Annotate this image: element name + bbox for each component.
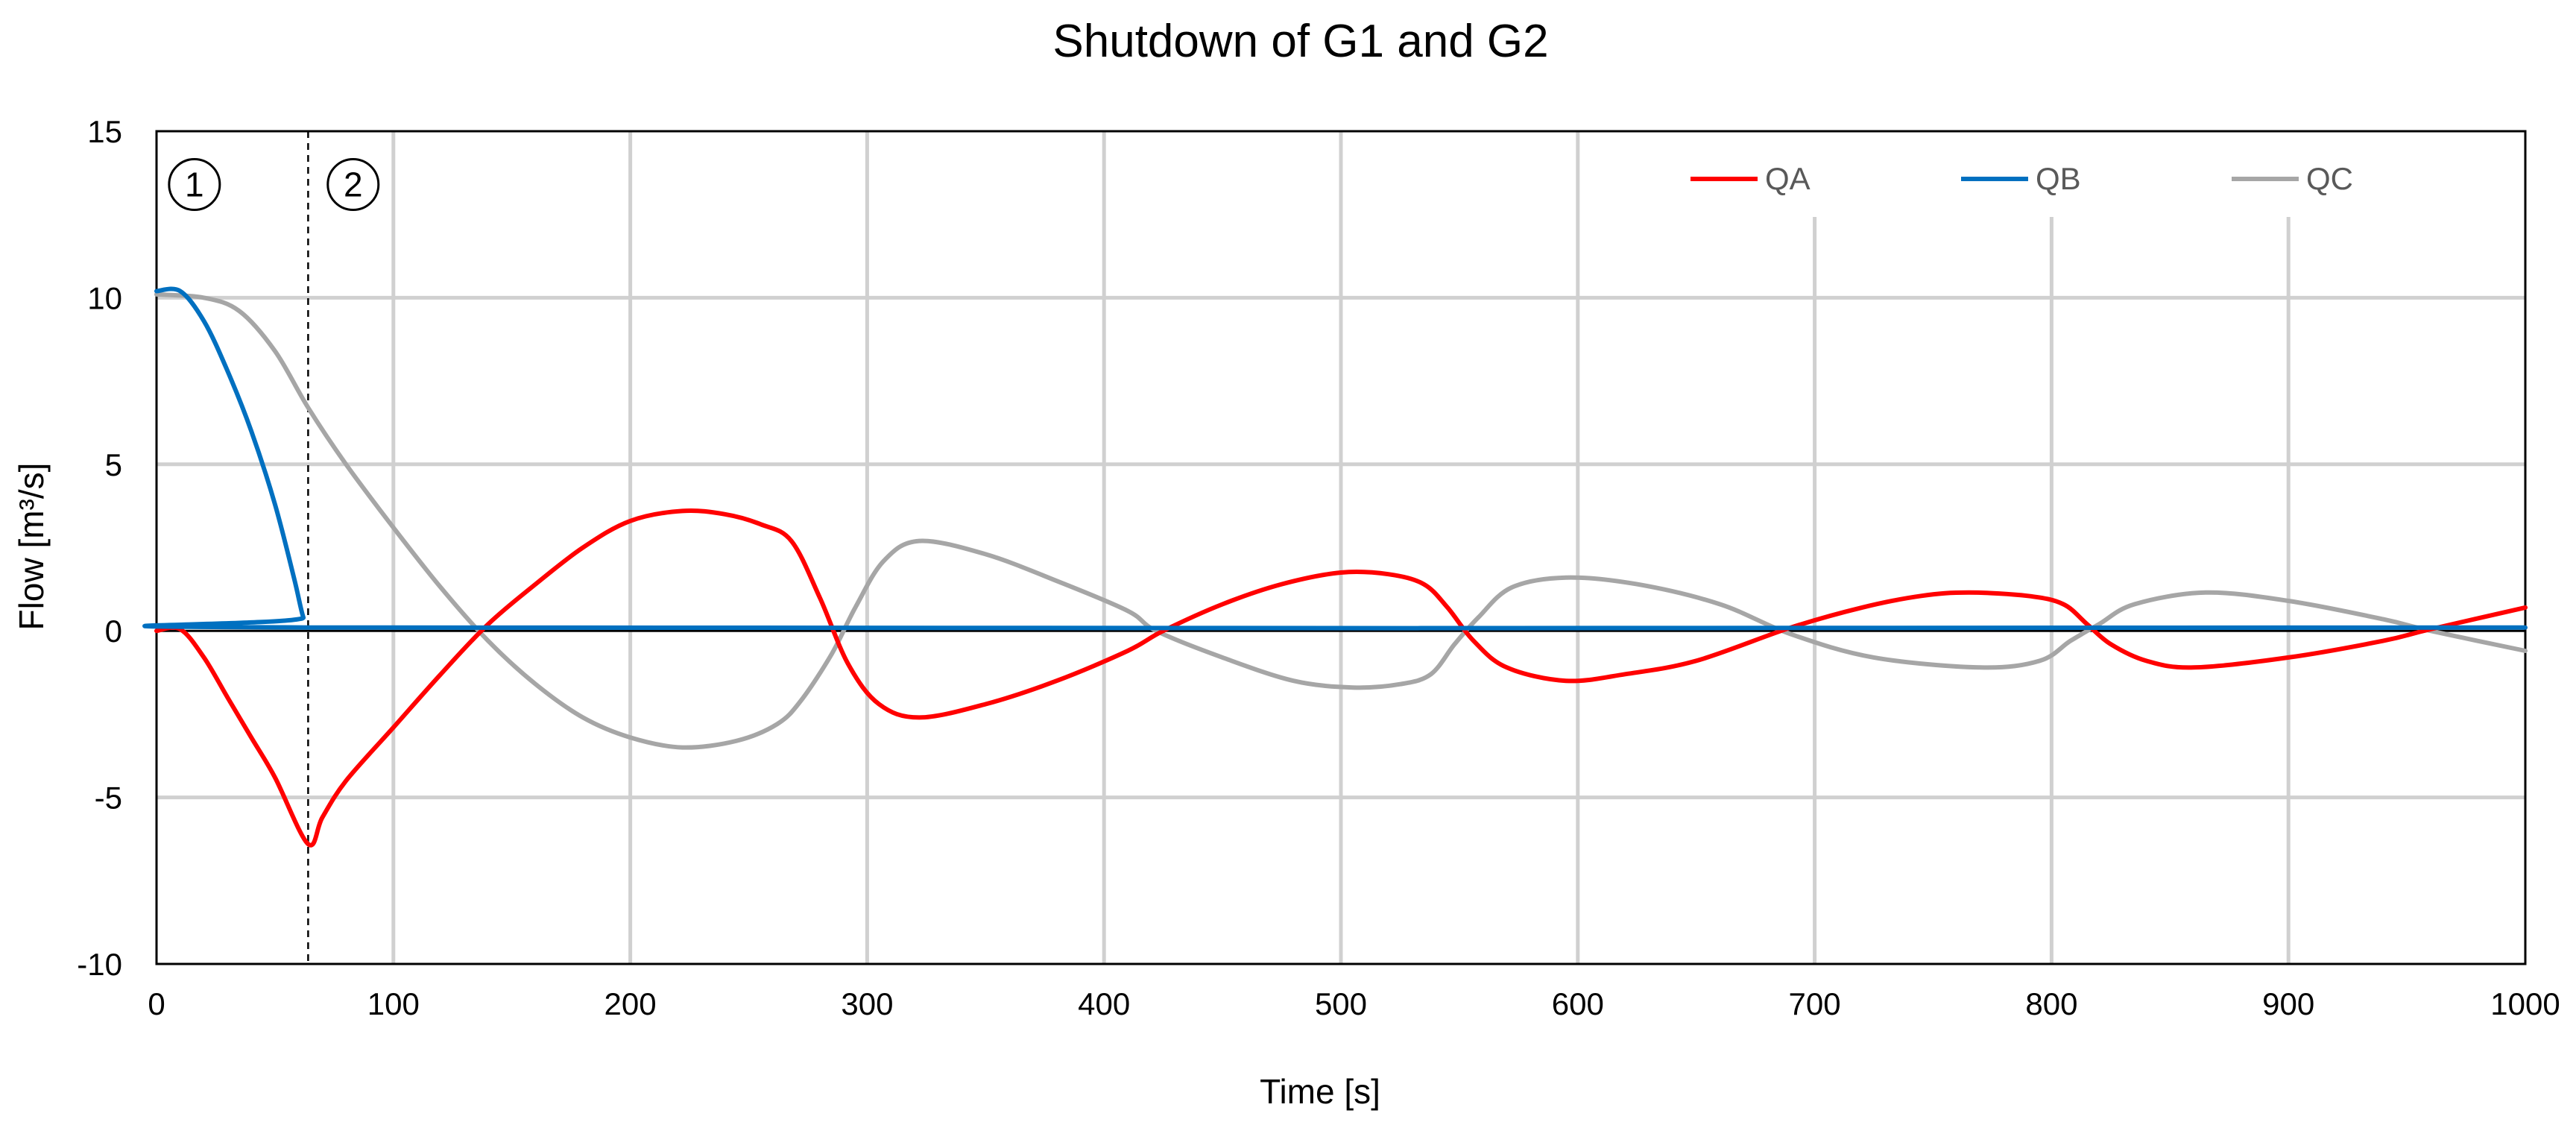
- grid-lines: [157, 131, 2525, 964]
- chart-title: Shutdown of G1 and G2: [1052, 16, 1548, 67]
- x-tick-label-200: 200: [604, 986, 657, 1021]
- y-tick-label-0: 0: [105, 614, 122, 649]
- x-tick-label-700: 700: [1789, 986, 1841, 1021]
- legend: QA QB QC: [1690, 161, 2353, 196]
- x-tick-label-1000: 1000: [2490, 986, 2560, 1021]
- y-tick-label--5: -5: [95, 781, 122, 816]
- phase-marker-1: 1: [185, 165, 204, 204]
- plot-area: [155, 130, 2527, 965]
- x-tick-label-900: 900: [2262, 986, 2314, 1021]
- series-line-qa: [154, 508, 2528, 848]
- series-line-qb: [142, 286, 2528, 631]
- phase-marker-circle-2: [326, 157, 380, 211]
- x-tick-labels: 0 100 200 300 400 500 600 700 800 900 1000: [148, 986, 2560, 1021]
- legend-label-qa: QA: [1765, 161, 1811, 196]
- y-tick-labels: -10 -5 0 5 10 15: [77, 114, 122, 982]
- x-tick-label-600: 600: [1552, 986, 1604, 1021]
- y-tick-label--10: -10: [77, 947, 122, 982]
- y-axis-title: Flow [m³/s]: [12, 463, 51, 631]
- y-tick-label-5: 5: [105, 447, 122, 482]
- y-tick-label-10: 10: [87, 280, 122, 315]
- x-tick-label-0: 0: [148, 986, 165, 1021]
- series-line-qc: [154, 291, 2528, 750]
- series-lines: [142, 286, 2528, 848]
- x-tick-label-500: 500: [1315, 986, 1367, 1021]
- y-tick-label-15: 15: [87, 114, 122, 149]
- x-axis-title: Time [s]: [1260, 1072, 1380, 1111]
- legend-label-qc: QC: [2306, 161, 2353, 196]
- x-tick-label-100: 100: [367, 986, 420, 1021]
- x-tick-label-400: 400: [1078, 986, 1130, 1021]
- phase-marker-circle-1: [168, 157, 221, 211]
- phase-marker-2: 2: [344, 165, 363, 204]
- x-tick-label-300: 300: [841, 986, 893, 1021]
- x-tick-label-800: 800: [2025, 986, 2077, 1021]
- legend-label-qb: QB: [2036, 161, 2081, 196]
